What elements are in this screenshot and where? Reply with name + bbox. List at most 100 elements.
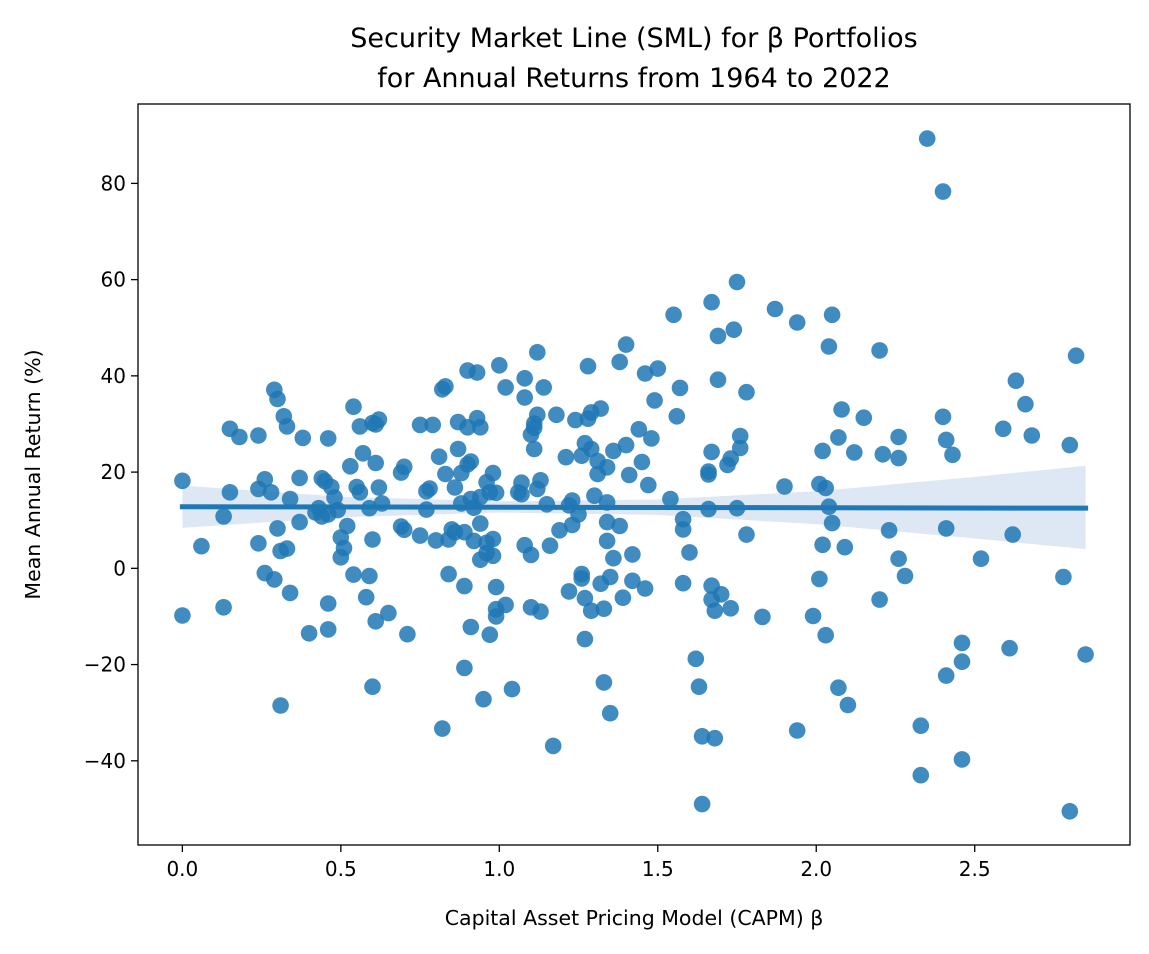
scatter-point (668, 408, 686, 425)
scatter-point (567, 411, 584, 429)
scatter-point (681, 544, 698, 561)
scatter-point (1004, 526, 1021, 543)
scatter-point (912, 717, 930, 734)
scatter-point (605, 442, 622, 460)
scatter-point (456, 659, 473, 677)
scatter-point (814, 442, 831, 460)
scatter-point (617, 336, 635, 353)
scatter-point (462, 453, 480, 470)
scatter-point (614, 589, 632, 606)
scatter-point (437, 378, 454, 395)
scatter-point (557, 448, 575, 466)
scatter-point (437, 465, 454, 483)
scatter-point (687, 650, 705, 668)
points-layer (174, 130, 1094, 820)
x-tick-label: 1.0 (483, 857, 515, 881)
scatter-point (823, 514, 841, 532)
scatter-point (738, 383, 755, 401)
scatter-point (1077, 646, 1094, 663)
scatter-point (449, 440, 467, 458)
scatter-point (912, 766, 930, 784)
scatter-point (937, 667, 955, 684)
scatter-point (215, 599, 232, 616)
scatter-point (953, 634, 971, 652)
scatter-point (446, 479, 464, 496)
scatter-point (725, 321, 743, 339)
scatter-point (335, 539, 353, 557)
scatter-point (250, 427, 267, 444)
scatter-point (361, 567, 378, 585)
scatter-point (624, 546, 641, 563)
scatter-point (1023, 427, 1041, 444)
scatter-point (481, 626, 499, 643)
scatter-point (326, 489, 343, 506)
scatter-point (871, 342, 888, 359)
scatter-point (601, 704, 619, 722)
scatter-point (643, 430, 660, 447)
scatter-point (788, 722, 806, 739)
scatter-point (598, 513, 616, 531)
scatter-point (503, 680, 521, 698)
scatter-point (649, 360, 667, 377)
scatter-point (839, 696, 857, 714)
scatter-point (338, 517, 356, 535)
scatter-point (766, 300, 784, 318)
scatter-point (256, 471, 274, 488)
scatter-point (601, 568, 619, 586)
scatter-point (294, 429, 312, 447)
scatter-point (535, 379, 552, 396)
scatter-point (582, 602, 600, 619)
scatter-point (1061, 436, 1079, 454)
scatter-point (830, 679, 847, 696)
scatter-point (693, 795, 711, 813)
scatter-point (215, 508, 232, 525)
scatter-point (221, 484, 239, 501)
x-axis-ticks: 0.0 0.5 1.0 1.5 2.0 2.5 (166, 845, 991, 881)
scatter-point (709, 327, 727, 345)
scatter-point (351, 418, 369, 435)
y-tick-label: 20 (101, 460, 126, 484)
scatter-point (430, 448, 448, 466)
scatter-point (703, 443, 720, 461)
regression-line-layer (179, 504, 1089, 511)
scatter-point (972, 550, 990, 567)
scatter-point (522, 546, 540, 564)
scatter-point (722, 450, 739, 467)
scatter-point (497, 596, 514, 614)
scatter-point (544, 737, 562, 755)
scatter-point (538, 496, 556, 513)
scatter-point (620, 466, 638, 484)
scatter-point (671, 379, 689, 397)
scatter-point (874, 446, 892, 463)
scatter-point (611, 517, 628, 535)
scatter-point (833, 401, 850, 418)
scatter-point (918, 130, 936, 147)
scatter-point (563, 492, 581, 509)
scatter-point (573, 570, 590, 587)
scatter-point (484, 530, 502, 548)
scatter-point (811, 570, 828, 588)
scatter-point (896, 567, 914, 585)
scatter-point (272, 697, 289, 714)
scatter-point (266, 571, 283, 588)
scatter-point (1067, 347, 1085, 365)
scatter-point (513, 474, 530, 492)
scatter-point (576, 630, 594, 648)
y-tick-label: 80 (101, 171, 126, 195)
scatter-point (731, 427, 749, 445)
scatter-point (487, 608, 505, 625)
scatter-point (532, 603, 549, 620)
scatter-point (731, 439, 749, 457)
scatter-point (269, 520, 286, 537)
scatter-point (871, 591, 888, 608)
scatter-point (516, 370, 533, 387)
scatter-point (548, 406, 565, 424)
scatter-point (529, 406, 546, 424)
scatter-point (551, 522, 568, 539)
y-tick-label: 60 (101, 268, 126, 292)
scatter-point (880, 522, 898, 539)
scatter-point (817, 479, 834, 497)
scatter-point (754, 608, 771, 626)
scatter-point (709, 371, 727, 389)
scatter-point (937, 431, 955, 449)
